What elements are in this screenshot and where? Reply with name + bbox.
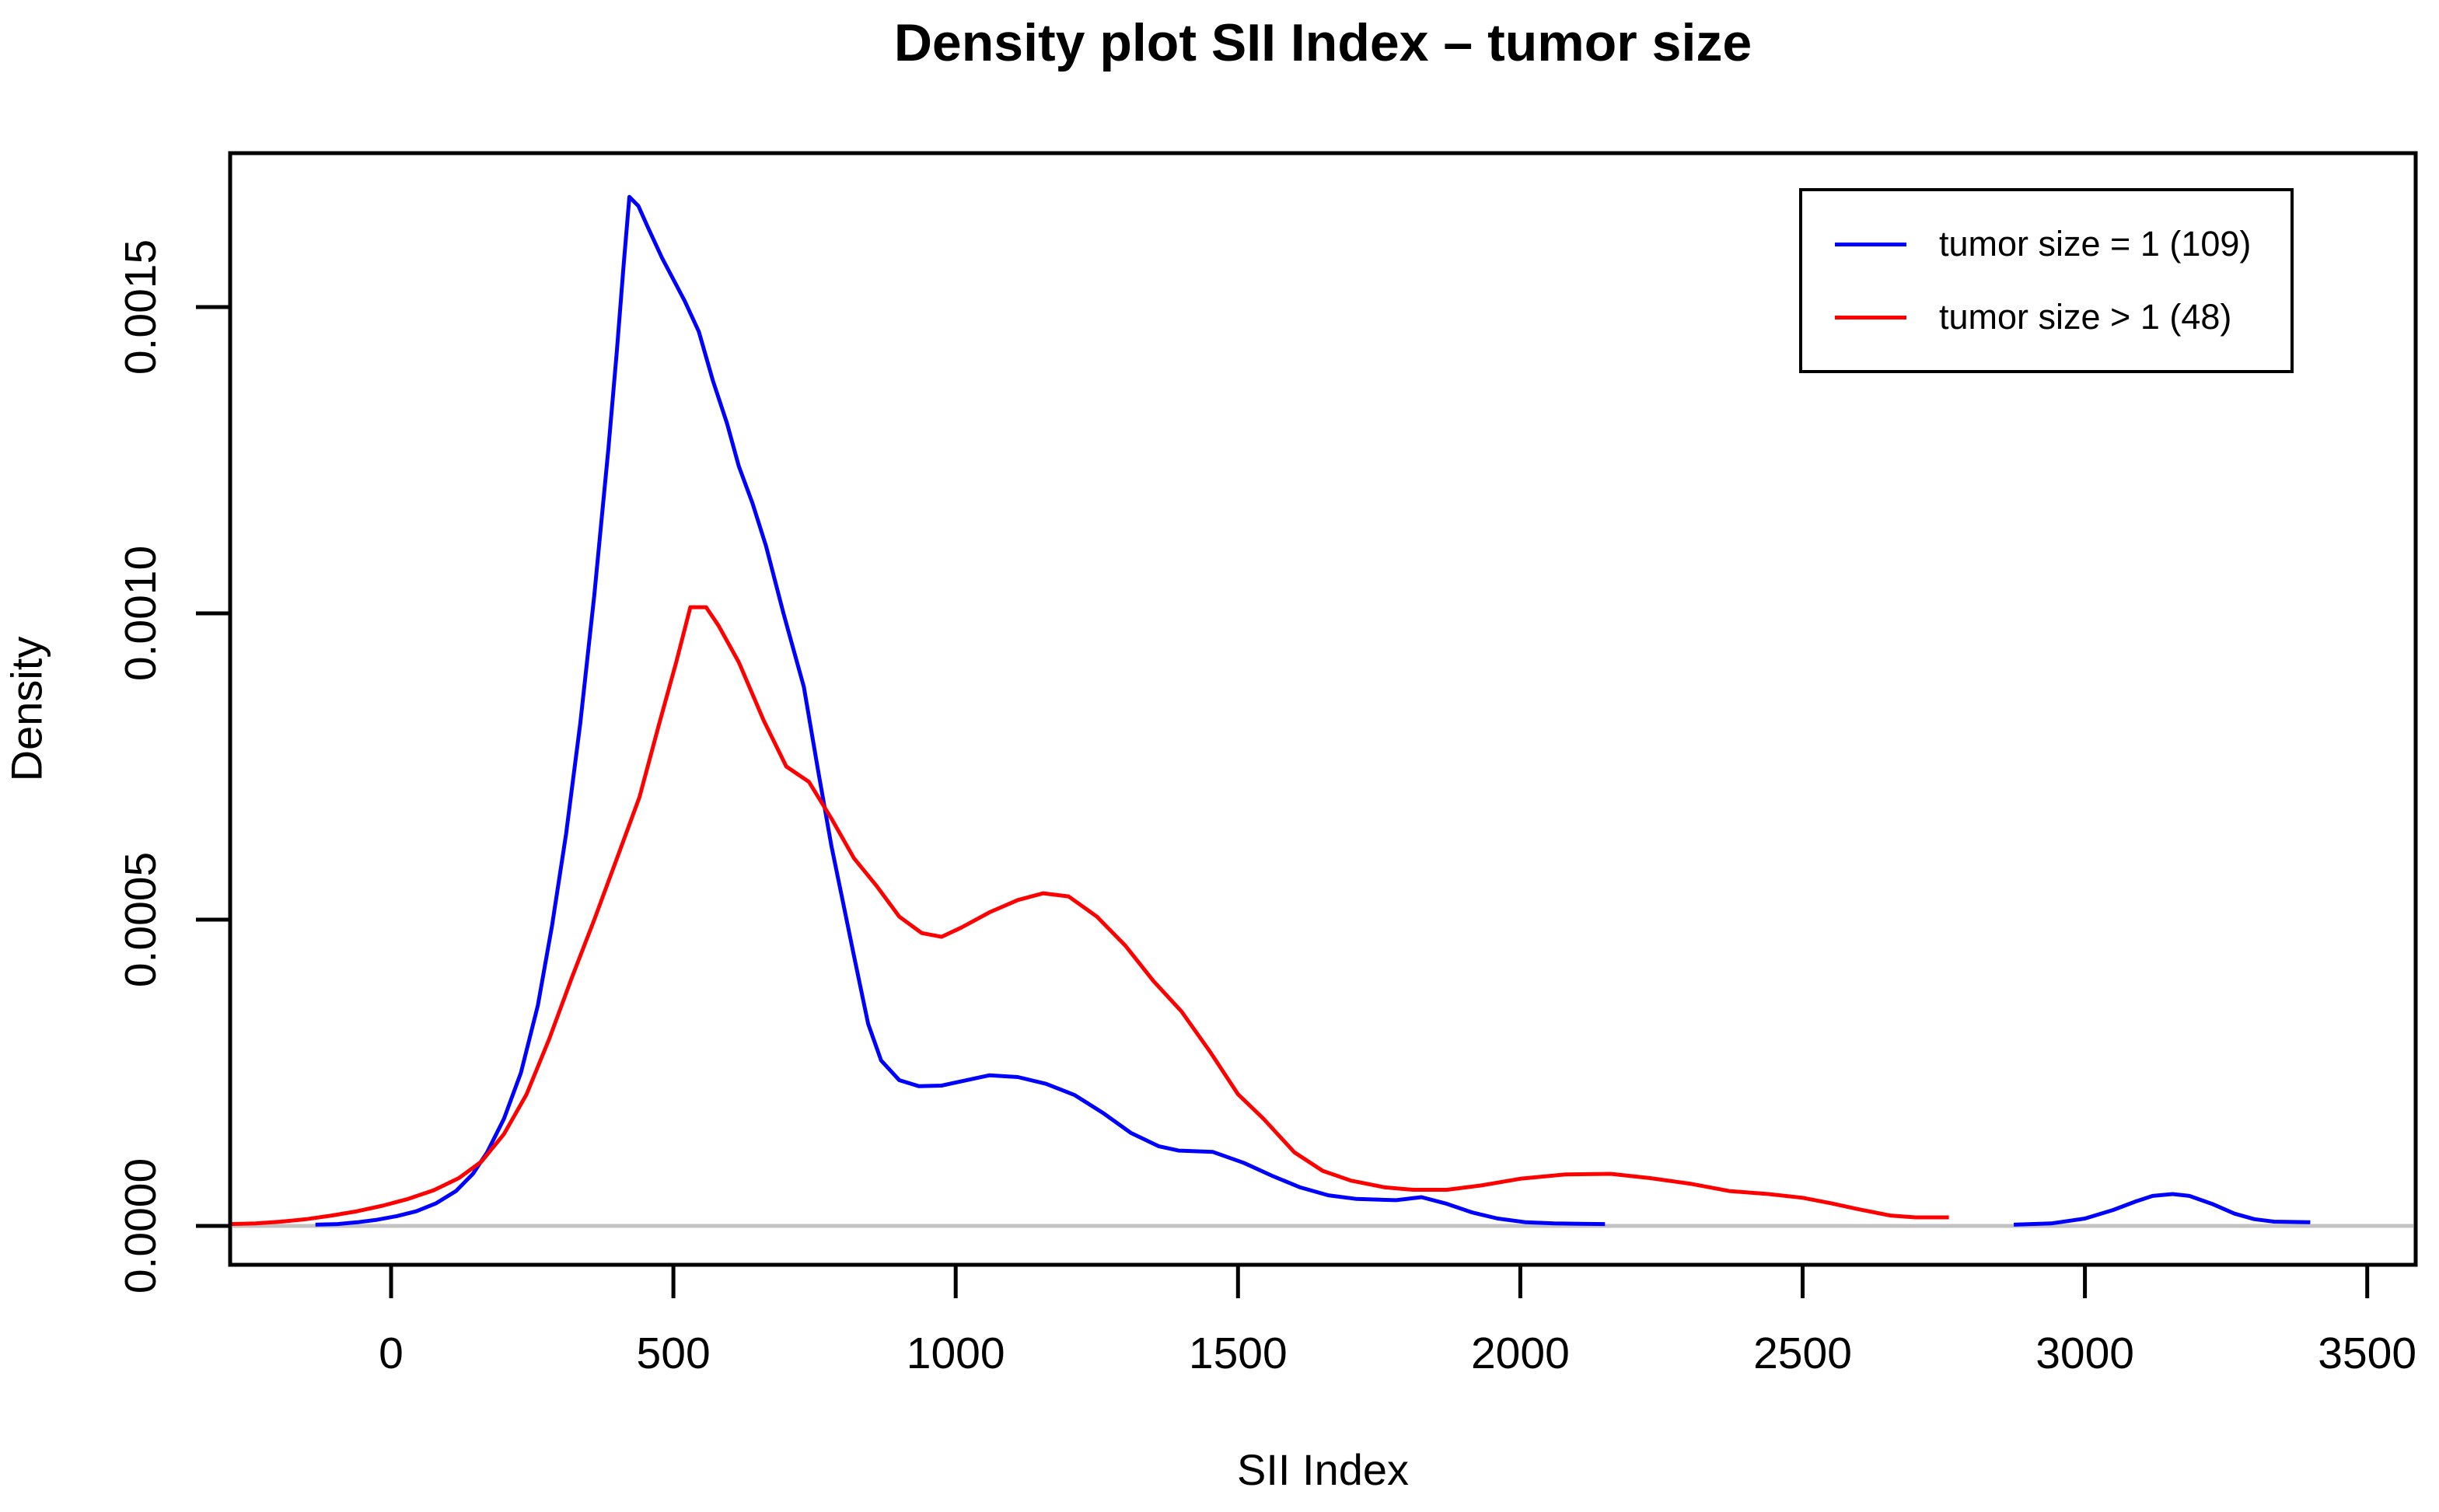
legend-item-tumor-gt-1: tumor size > 1 (48) bbox=[1835, 297, 2290, 337]
x-tick-label: 3500 bbox=[2318, 1329, 2417, 1378]
x-tick-label: 0 bbox=[379, 1329, 404, 1378]
x-tick-label: 1000 bbox=[906, 1329, 1005, 1378]
density-curve-series-1 bbox=[2014, 1192, 2311, 1227]
x-tick-label: 3000 bbox=[2035, 1329, 2134, 1378]
density-curve-series-1 bbox=[315, 194, 1606, 1227]
y-tick-label: 0.0000 bbox=[116, 1158, 166, 1294]
x-tick-label: 2500 bbox=[1753, 1329, 1852, 1378]
axis-ticks bbox=[196, 305, 2370, 1298]
y-tick-label: 0.0015 bbox=[116, 239, 166, 375]
x-axis-title: SII Index bbox=[1236, 1445, 1410, 1494]
chart-title: Density plot SII Index – tumor size bbox=[893, 13, 1752, 72]
y-tick-label: 0.0005 bbox=[116, 851, 166, 988]
density-curve-series-2 bbox=[229, 605, 1949, 1227]
legend-label: tumor size = 1 (109) bbox=[1939, 224, 2252, 264]
legend-line-blue bbox=[1835, 242, 1906, 246]
legend-item-tumor-eq-1: tumor size = 1 (109) bbox=[1835, 224, 2290, 264]
x-tick-label: 2000 bbox=[1470, 1329, 1570, 1378]
legend: tumor size = 1 (109) tumor size > 1 (48) bbox=[1799, 188, 2294, 373]
y-axis-title: Density bbox=[2, 636, 51, 782]
plot-border bbox=[228, 151, 2418, 1267]
x-tick-label: 1500 bbox=[1188, 1329, 1288, 1378]
legend-label: tumor size > 1 (48) bbox=[1939, 297, 2232, 337]
y-tick-label: 0.0010 bbox=[116, 545, 166, 682]
density-curves bbox=[229, 194, 2311, 1227]
x-tick-label: 500 bbox=[636, 1329, 711, 1378]
legend-line-red bbox=[1835, 315, 1906, 320]
